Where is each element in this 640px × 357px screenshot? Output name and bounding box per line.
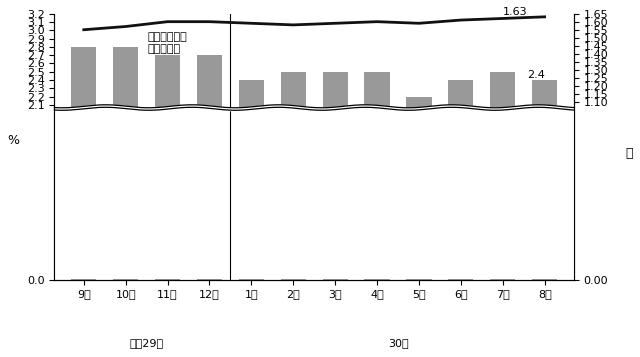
Y-axis label: %: % bbox=[7, 134, 19, 147]
Text: 2.4: 2.4 bbox=[527, 70, 545, 80]
Text: 30年: 30年 bbox=[388, 338, 408, 348]
Bar bbox=[113, 47, 138, 280]
Bar bbox=[448, 80, 474, 280]
Bar bbox=[323, 72, 348, 280]
Y-axis label: 倍: 倍 bbox=[625, 147, 633, 160]
Bar bbox=[532, 80, 557, 280]
Bar bbox=[239, 80, 264, 280]
Bar bbox=[365, 72, 390, 280]
Bar bbox=[281, 72, 306, 280]
Text: 有効求人倍率
（右目盛）: 有効求人倍率 （右目盛） bbox=[148, 32, 188, 54]
Bar bbox=[155, 55, 180, 280]
FancyBboxPatch shape bbox=[54, 107, 574, 279]
Bar bbox=[490, 72, 515, 280]
Bar bbox=[197, 55, 222, 280]
Text: 1.63: 1.63 bbox=[503, 7, 528, 17]
Bar bbox=[71, 47, 97, 280]
Bar bbox=[406, 97, 431, 280]
Text: 平成29年: 平成29年 bbox=[129, 338, 164, 348]
Text: 完全失業率
（左目盛）: 完全失業率 （左目盛） bbox=[236, 112, 269, 134]
